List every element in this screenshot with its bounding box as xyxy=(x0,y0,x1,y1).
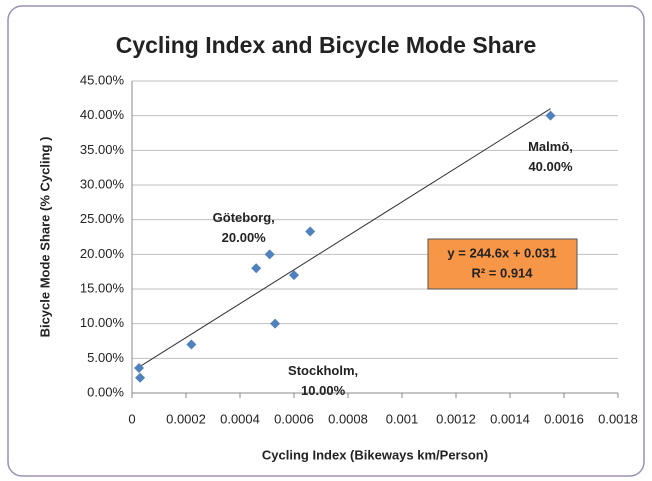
y-tick-label: 35.00% xyxy=(80,142,125,157)
y-axis-label: Bicycle Mode Share (% Cycling ) xyxy=(37,137,52,338)
point xyxy=(264,249,275,260)
annotation: Stockholm, xyxy=(288,363,358,378)
x-axis-label: Cycling Index (Bikeways km/Person) xyxy=(262,447,488,462)
equation: y = 244.6x + 0.031 xyxy=(447,245,556,260)
annotation: 40.00% xyxy=(528,159,573,174)
x-tick-label: 0.0006 xyxy=(274,411,314,426)
trendline xyxy=(138,108,551,368)
x-tick-label: 0 xyxy=(128,411,135,426)
annotation: Malmö, xyxy=(528,139,573,154)
x-tick-label: 0.0002 xyxy=(166,411,206,426)
chart-title: Cycling Index and Bicycle Mode Share xyxy=(116,32,537,58)
y-tick-label: 0.00% xyxy=(87,384,124,399)
x-tick-label: 0.0004 xyxy=(220,411,260,426)
point xyxy=(270,318,281,329)
point xyxy=(135,372,146,383)
x-tick-label: 0.0018 xyxy=(598,411,638,426)
equation-box xyxy=(427,238,578,290)
r-squared: R² = 0.914 xyxy=(471,265,533,280)
point xyxy=(305,226,316,237)
point xyxy=(251,263,262,274)
y-tick-label: 10.00% xyxy=(80,315,125,330)
point xyxy=(186,339,197,350)
x-tick-label: 0.001 xyxy=(386,411,419,426)
annotation: 10.00% xyxy=(301,383,346,398)
x-tick-label: 0.0012 xyxy=(436,411,476,426)
y-tick-label: 40.00% xyxy=(80,107,125,122)
annotation: 20.00% xyxy=(222,230,267,245)
y-tick-label: 5.00% xyxy=(87,350,124,365)
x-tick-label: 0.0008 xyxy=(328,411,368,426)
y-tick-label: 15.00% xyxy=(80,280,125,295)
x-tick-label: 0.0016 xyxy=(544,411,584,426)
point xyxy=(289,270,299,281)
y-tick-label: 25.00% xyxy=(80,211,125,226)
y-tick-label: 20.00% xyxy=(80,246,125,261)
point xyxy=(545,110,556,121)
x-tick-label: 0.0014 xyxy=(490,411,530,426)
point xyxy=(134,363,145,374)
y-tick-label: 45.00% xyxy=(80,72,125,87)
y-tick-label: 30.00% xyxy=(80,176,125,191)
annotation: Göteborg, xyxy=(213,210,275,225)
